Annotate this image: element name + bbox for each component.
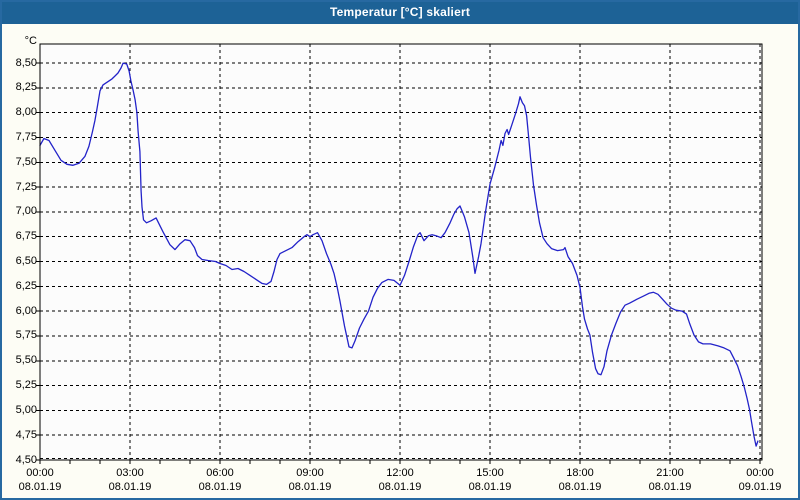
x-tick-time: 00:00: [26, 467, 54, 479]
x-tick-time: 03:00: [116, 467, 144, 479]
y-tick-label: 6,25: [15, 279, 37, 292]
x-tick-time: 09:00: [296, 467, 324, 479]
x-tick-date: 08.01.19: [558, 481, 602, 493]
x-tick-label: 21:00 08.01.19: [625, 466, 715, 494]
y-tick-label: 5,75: [15, 329, 37, 342]
y-tick-label: 6,00: [15, 304, 37, 317]
y-tick-label: 7,75: [15, 130, 37, 143]
x-tick-date: 08.01.19: [468, 481, 512, 493]
x-tick-date: 09.01.19: [738, 481, 782, 493]
x-tick-date: 08.01.19: [108, 481, 152, 493]
y-tick-label: 7,50: [15, 155, 37, 168]
y-tick-label: 8,25: [15, 81, 37, 94]
y-tick-label: 4,50: [15, 453, 37, 466]
temperature-line-chart: [36, 43, 763, 464]
x-tick-label: 09:00 08.01.19: [265, 466, 355, 494]
x-tick-time: 15:00: [476, 467, 504, 479]
x-tick-label: 03:00 08.01.19: [85, 466, 175, 494]
x-tick-time: 00:00: [746, 467, 774, 479]
x-tick-label: 12:00 08.01.19: [355, 466, 445, 494]
y-tick-label: 5,50: [15, 354, 37, 367]
x-tick-date: 08.01.19: [378, 481, 422, 493]
x-tick-date: 08.01.19: [18, 481, 62, 493]
x-tick-label: 15:00 08.01.19: [445, 466, 535, 494]
y-tick-label: 7,25: [15, 180, 37, 193]
y-tick-label: 6,75: [15, 230, 37, 243]
x-tick-label: 06:00 08.01.19: [175, 466, 265, 494]
x-tick-label: 00:00 08.01.19: [2, 466, 85, 494]
y-tick-label: 5,25: [15, 379, 37, 392]
temperature-series-line: [39, 62, 759, 447]
chart-area: °C 8,50 8,25 8,00 7,75 7,50 7,25 7,00 6,75 6,50 6…: [2, 24, 798, 498]
window-titlebar: Temperatur [°C] skaliert: [2, 2, 798, 24]
x-tick-time: 18:00: [566, 467, 594, 479]
y-axis-unit: °C: [24, 35, 37, 47]
x-tick-label: 00:00 09.01.19: [715, 466, 798, 494]
y-tick-label: 6,50: [15, 255, 37, 268]
x-tick-date: 08.01.19: [288, 481, 332, 493]
x-tick-label: 18:00 08.01.19: [535, 466, 625, 494]
y-tick-label: 5,00: [15, 403, 37, 416]
x-tick-date: 08.01.19: [648, 481, 692, 493]
y-tick-label: 8,50: [15, 56, 37, 69]
x-tick-date: 08.01.19: [198, 481, 242, 493]
x-tick-time: 12:00: [386, 467, 414, 479]
y-tick-label: 8,00: [15, 106, 37, 119]
plot-frame: [39, 43, 763, 461]
x-tick-time: 06:00: [206, 467, 234, 479]
x-tick-time: 21:00: [656, 467, 684, 479]
y-tick-label: 7,00: [15, 205, 37, 218]
y-tick-label: 4,75: [15, 428, 37, 441]
window-title: Temperatur [°C] skaliert: [329, 5, 471, 19]
plot-background: [40, 44, 762, 460]
